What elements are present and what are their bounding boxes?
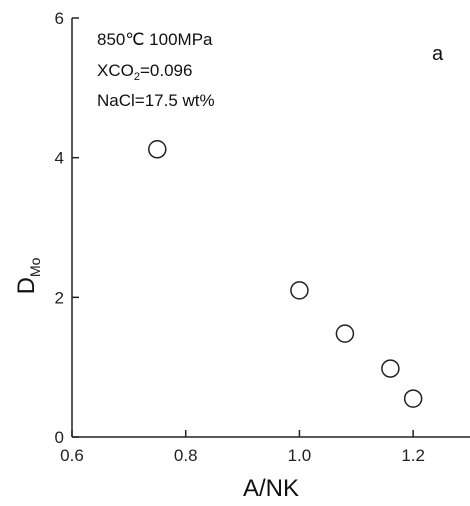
condition-annotations: 850℃ 100MPa XCO2=0.096 NaCl=17.5 wt%	[97, 30, 215, 110]
data-point	[381, 359, 400, 378]
y-axis-title-sub: Mo	[27, 257, 43, 277]
data-point	[335, 324, 355, 343]
axes: 0.6 0.8 1.0 1.2 0 2 4 6	[55, 9, 470, 465]
data-point	[403, 389, 423, 408]
annotation-line-2-pre: XCO	[97, 61, 134, 80]
y-tick-label: 0	[55, 428, 64, 447]
data-point	[148, 140, 167, 159]
data-point	[290, 281, 309, 300]
x-tick-label: 1.2	[401, 446, 425, 465]
panel-label: a	[432, 43, 444, 65]
annotation-line-2-sub: 2	[134, 71, 140, 83]
data-points	[148, 140, 423, 408]
x-tick-label: 0.6	[60, 446, 84, 465]
annotation-line-2: XCO2=0.096	[97, 61, 192, 83]
y-tick-label: 6	[55, 9, 64, 28]
y-axis-title: DMo	[13, 257, 43, 294]
x-tick-label: 1.0	[288, 446, 312, 465]
x-ticks: 0.6 0.8 1.0 1.2	[60, 430, 425, 465]
y-ticks: 0 2 4 6	[55, 9, 79, 447]
x-tick-label: 0.8	[174, 446, 198, 465]
annotation-line-2-post: =0.096	[140, 61, 192, 80]
x-axis-title: A/NK	[243, 475, 299, 502]
y-axis-title-main: D	[13, 277, 40, 294]
y-tick-label: 4	[55, 149, 64, 168]
annotation-line-3: NaCl=17.5 wt%	[97, 91, 215, 110]
y-tick-label: 2	[55, 288, 64, 307]
annotation-line-1: 850℃ 100MPa	[97, 30, 213, 49]
